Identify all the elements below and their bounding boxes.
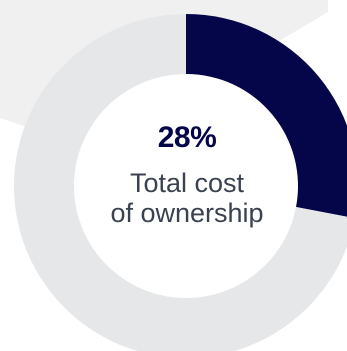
donut-slices: [13, 14, 347, 351]
donut-hole: [74, 74, 298, 298]
slice-remainder: [13, 14, 347, 351]
slice-total-cost-of-ownership: [186, 14, 347, 217]
